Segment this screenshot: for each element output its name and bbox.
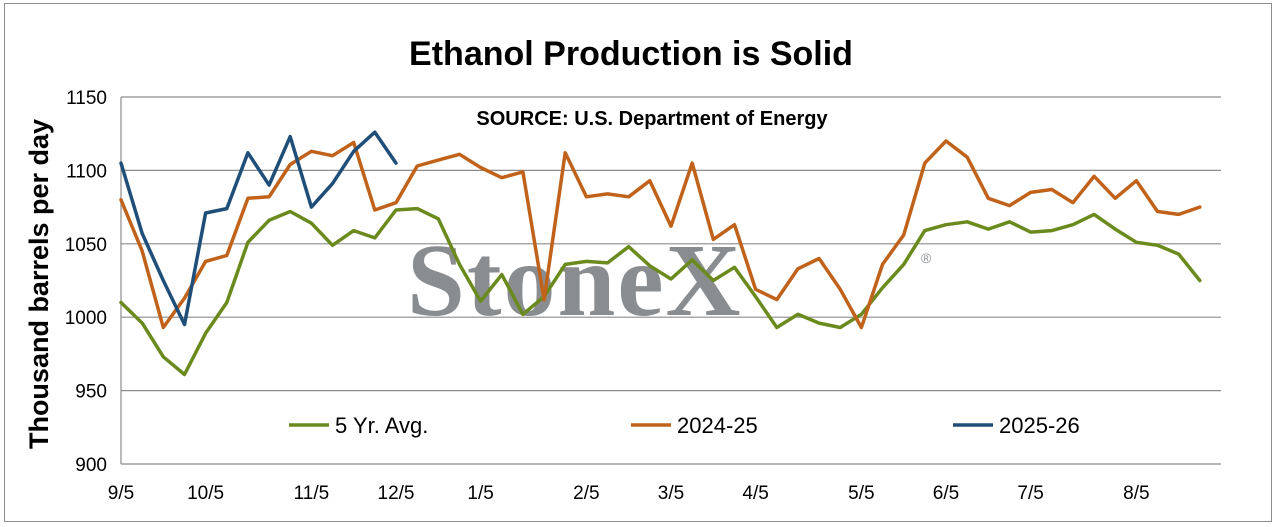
legend-label: 5 Yr. Avg.: [335, 413, 428, 438]
legend-label: 2024-25: [677, 413, 758, 438]
y-tick-label: 1000: [65, 308, 107, 329]
watermark: StoneX ®: [407, 223, 932, 338]
watermark-text: StoneX: [407, 223, 743, 338]
series-line-2: [119, 139, 1202, 330]
x-axis-ticks: 9/5 10/5 11/5 12/5 1/5 2/5 3/5 4/5 5/5 6/5 7/5 8/5: [108, 483, 1150, 504]
y-axis-label: Thousand barrels per day: [24, 119, 54, 449]
x-tick-label: 7/5: [1017, 483, 1043, 504]
x-tick-label: 5/5: [848, 483, 874, 504]
x-tick-label: 9/5: [108, 483, 134, 504]
chart-source: SOURCE: U.S. Department of Energy: [476, 108, 828, 130]
x-tick-label: 6/5: [933, 483, 959, 504]
x-tick-label: 8/5: [1123, 483, 1149, 504]
y-tick-label: 1050: [65, 235, 107, 256]
watermark-registered-mark: ®: [921, 250, 932, 266]
chart-svg: Ethanol Production is Solid SOURCE: U.S.…: [24, 35, 1221, 504]
chart-title: Ethanol Production is Solid: [409, 35, 853, 73]
y-tick-label: 900: [75, 455, 107, 476]
x-tick-label: 11/5: [294, 483, 330, 504]
chart-frame: Ethanol Production is Solid SOURCE: U.S.…: [4, 3, 1272, 522]
x-tick-label: 4/5: [742, 483, 768, 504]
x-tick-label: 3/5: [658, 483, 684, 504]
x-tick-label: 2/5: [573, 483, 599, 504]
series-lines: [119, 130, 1202, 377]
y-tick-label: 950: [75, 382, 107, 403]
y-tick-label: 1150: [66, 88, 107, 109]
grid: 900 950 1000 1050 1100 1150: [65, 88, 1221, 476]
series-line-3: [119, 130, 398, 327]
x-tick-label: 1/5: [467, 483, 493, 504]
legend-label: 2025-26: [999, 413, 1080, 438]
legend: 5 Yr. Avg. 2024-25 2025-26: [289, 413, 1080, 438]
x-tick-label: 12/5: [378, 483, 415, 504]
series-line-1: [119, 206, 1202, 377]
y-tick-label: 1100: [66, 161, 107, 182]
x-tick-label: 10/5: [187, 483, 224, 504]
